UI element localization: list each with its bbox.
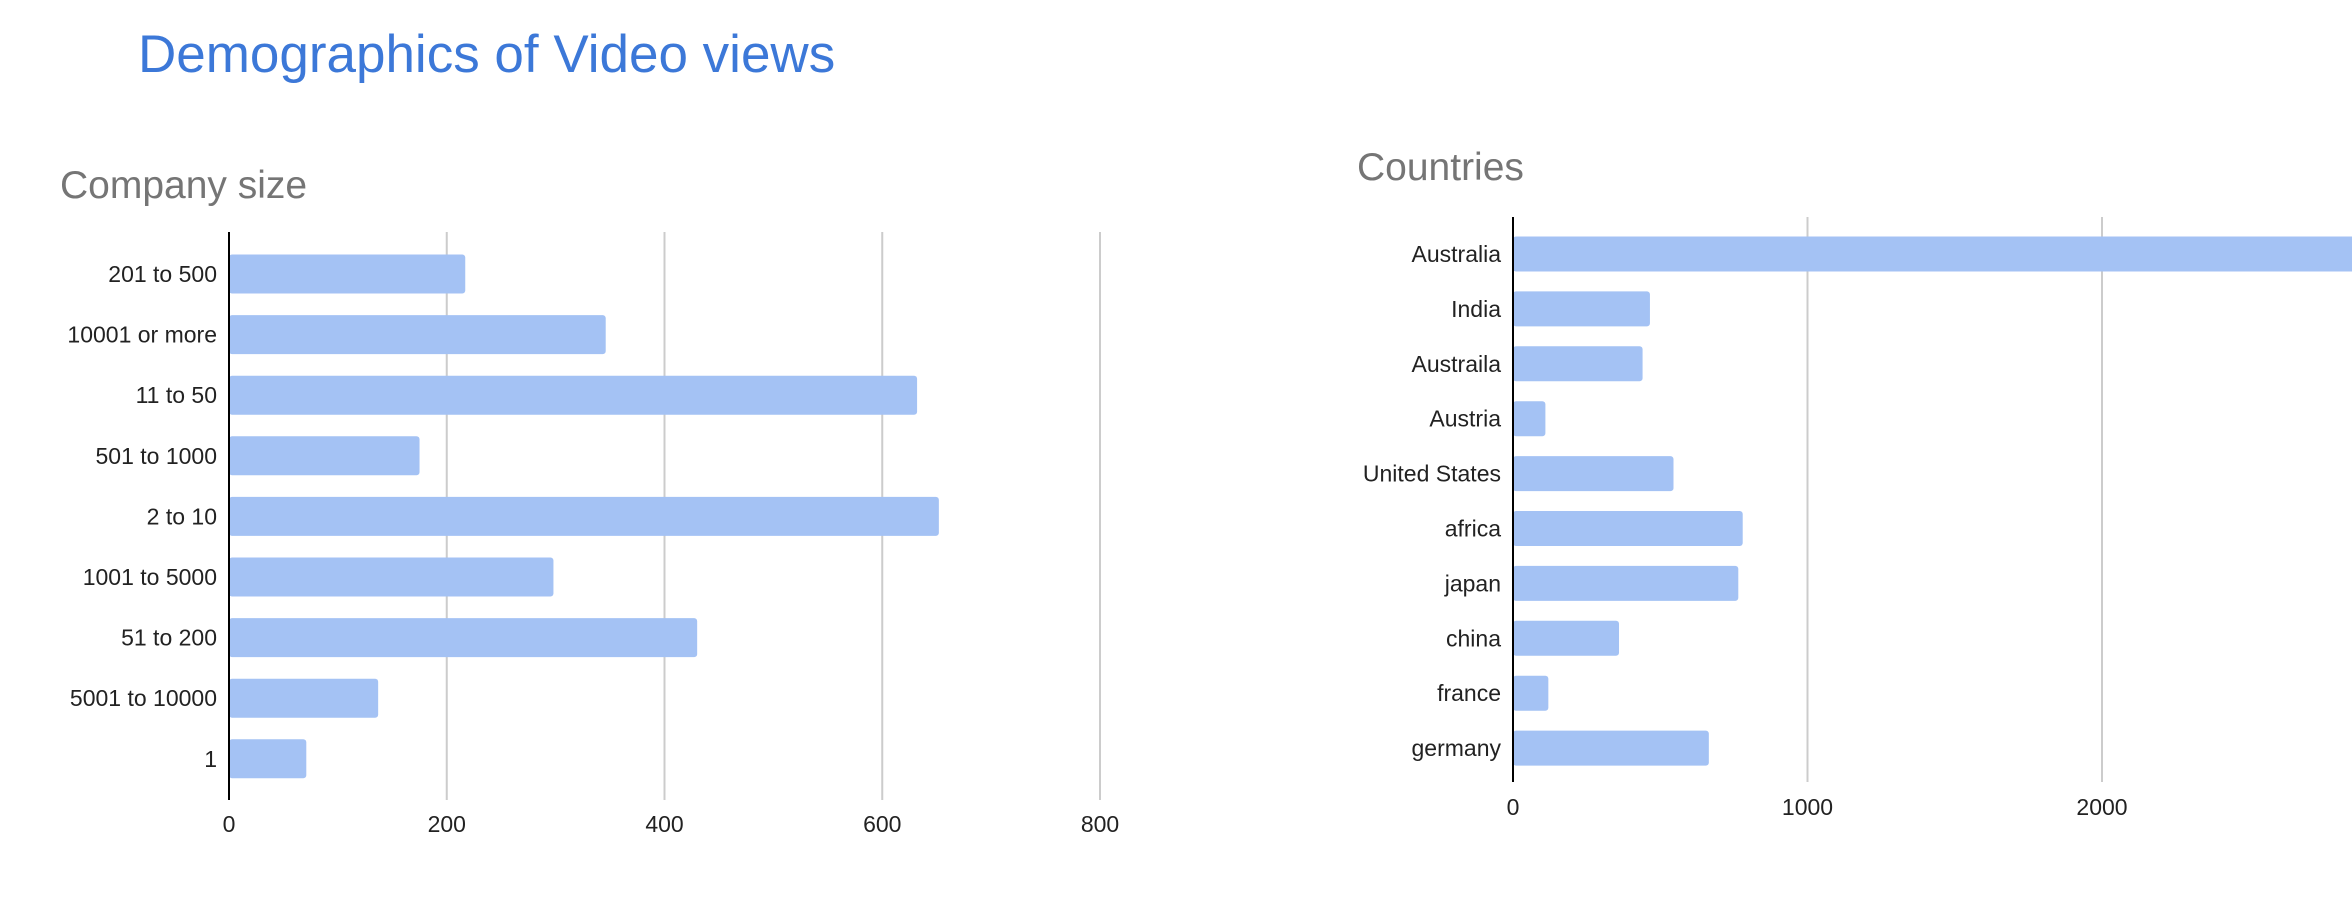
countries-category-label: Austria — [1429, 406, 1501, 432]
countries-category-label: france — [1437, 680, 1501, 706]
countries-category-label: japan — [1444, 570, 1501, 596]
company-bar-51-to-200 — [229, 618, 698, 658]
countries-x-tick-label: 1000 — [1782, 794, 1833, 820]
countries-bar-china — [1513, 620, 1620, 656]
company-x-tick-label: 0 — [223, 811, 236, 837]
countries-bar-australia — [1513, 236, 2352, 272]
company-category-label: 1001 to 5000 — [83, 564, 217, 590]
company-bar-11-to-50 — [229, 375, 918, 415]
countries-bar-austraila — [1513, 346, 1643, 382]
countries-bar-india — [1513, 291, 1650, 327]
countries-category-label: United States — [1363, 461, 1501, 487]
company-category-label: 501 to 1000 — [95, 443, 217, 469]
company-category-label: 201 to 500 — [108, 261, 217, 287]
company-bar-10001-or-more — [229, 315, 606, 355]
company-category-label: 2 to 10 — [147, 503, 217, 529]
countries-category-label: India — [1451, 296, 1501, 322]
countries-category-label: germany — [1412, 735, 1502, 761]
company-x-tick-label: 400 — [645, 811, 683, 837]
company-bar-201-to-500 — [229, 254, 466, 294]
countries-x-tick-label: 0 — [1507, 794, 1520, 820]
company-bar-5001-to-10000 — [229, 678, 379, 718]
company-category-label: 11 to 50 — [136, 382, 217, 408]
countries-chart-title: Countries — [1357, 146, 1524, 189]
company-x-tick-label: 600 — [863, 811, 901, 837]
company-category-label: 10001 or more — [67, 322, 217, 348]
countries-bar-japan — [1513, 565, 1739, 601]
countries-x-tick-label: 2000 — [2076, 794, 2127, 820]
countries-category-label: china — [1446, 625, 1501, 651]
company-bar-1001-to-5000 — [229, 557, 554, 597]
company-x-tick-label: 200 — [428, 811, 466, 837]
countries-bar-france — [1513, 675, 1549, 711]
company-category-label: 1 — [204, 746, 217, 772]
countries-bar-united-states — [1513, 456, 1674, 492]
countries-category-label: Australia — [1412, 241, 1502, 267]
company-category-label: 5001 to 10000 — [70, 685, 217, 711]
countries-category-label: Austraila — [1412, 351, 1502, 377]
countries-bar-germany — [1513, 730, 1709, 766]
countries-bar-africa — [1513, 511, 1743, 546]
company-bar-1 — [229, 739, 307, 779]
countries-category-label: africa — [1445, 516, 1501, 542]
company-bar-501-to-1000 — [229, 436, 420, 476]
company-category-label: 51 to 200 — [121, 625, 217, 651]
countries-bar-austria — [1513, 401, 1546, 437]
company-size-chart: 201 to 500 10001 or more 11 to 50 501 to 10… — [67, 232, 1119, 837]
company-size-chart-title: Company size — [60, 164, 308, 207]
company-bar-2-to-10 — [229, 496, 939, 536]
page-title: Demographics of Video views — [138, 25, 836, 84]
company-x-tick-label: 800 — [1081, 811, 1119, 837]
